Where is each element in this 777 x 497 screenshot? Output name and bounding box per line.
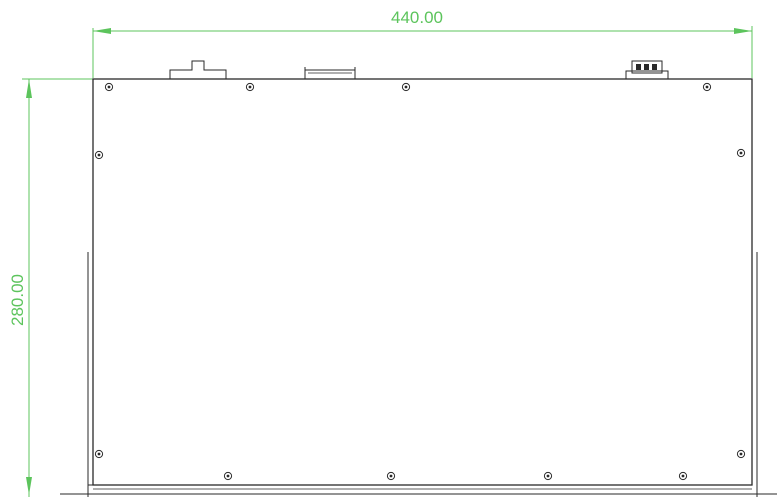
connector-middle-body [304, 69, 356, 80]
height-dimension: 280.00 [8, 78, 93, 497]
rear-connector-middle [304, 67, 356, 80]
connector-left-outline [169, 60, 227, 79]
rear-connector-left [169, 60, 227, 79]
screw-icon [543, 471, 553, 481]
screw-icon [245, 82, 255, 92]
width-arrow-right [734, 28, 752, 34]
screw-icon [401, 82, 411, 92]
connector-right-base [625, 70, 669, 80]
screw-icon [702, 82, 712, 92]
width-dimension: 440.00 [92, 8, 753, 78]
screw-icon [94, 449, 104, 459]
screw-icon [104, 82, 114, 92]
rear-connector-right [625, 60, 669, 80]
screw-icon [678, 471, 688, 481]
screw-icon [736, 148, 746, 158]
connector-right-body [631, 60, 663, 74]
height-arrow-top [26, 79, 32, 98]
terminal-pin [636, 64, 641, 70]
terminal-pin [644, 64, 649, 70]
screw-icon [223, 471, 233, 481]
enclosure-top-panel [92, 78, 753, 486]
screw-icon [386, 471, 396, 481]
screw-group [94, 82, 746, 481]
width-dimension-label: 440.00 [391, 8, 443, 27]
height-arrow-bottom [26, 477, 32, 495]
width-arrow-left [93, 28, 111, 34]
enclosure [60, 78, 777, 497]
screw-icon [736, 449, 746, 459]
terminal-pin [652, 64, 657, 70]
screw-icon [94, 150, 104, 160]
height-dimension-label: 280.00 [8, 274, 27, 326]
